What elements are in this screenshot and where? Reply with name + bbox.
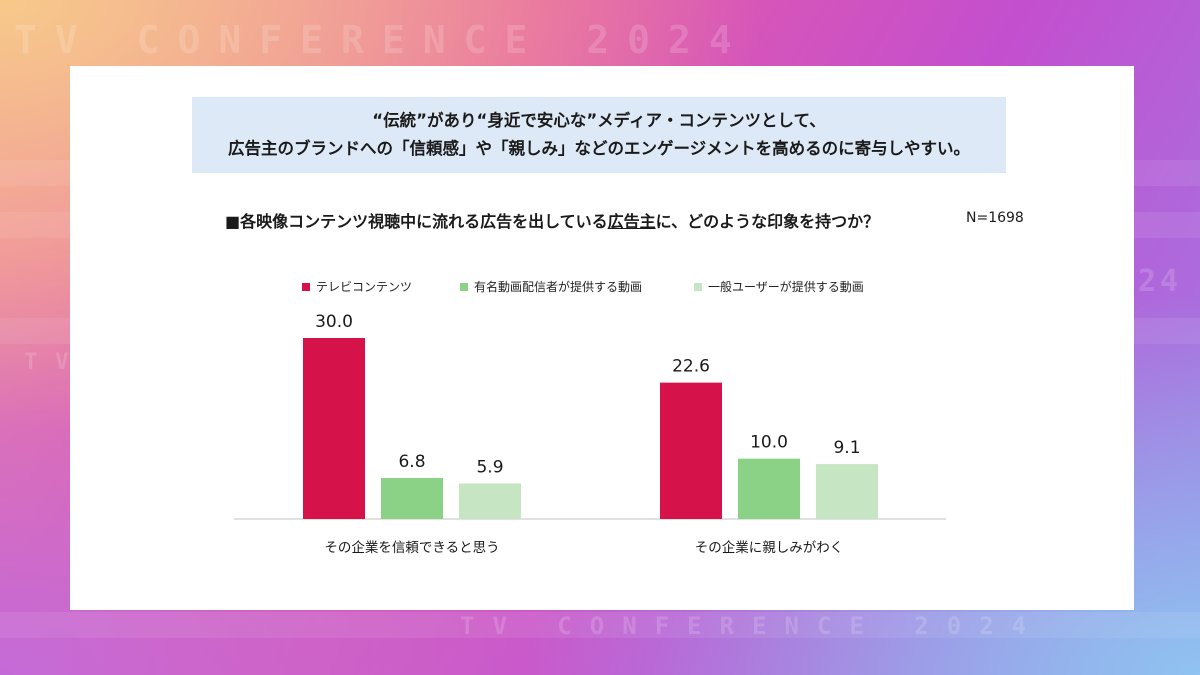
watermark-left: TV — [24, 350, 87, 375]
data-label-tv-2: 22.6 — [672, 357, 710, 377]
watermark-bottom: TV CONFERENCE 2024 — [460, 612, 1045, 640]
question-suffix: に、どのような印象を持つか？ — [655, 212, 880, 231]
headline-box: “伝統”があり“身近で安心な”メディア・コンテンツとして、 広告主のブランドへの… — [192, 97, 1006, 173]
data-label-influencer-1: 6.8 — [398, 452, 425, 472]
category-label-1: その企業を信頼できると思う — [324, 539, 499, 556]
watermark-right: 24 — [1138, 264, 1183, 299]
bar-tv-2 — [660, 382, 722, 519]
bar-influencer-2 — [738, 458, 800, 519]
watermark-top: TV CONFERENCE 2024 — [14, 18, 750, 62]
sample-size: N=1698 — [966, 210, 1024, 226]
data-label-ugc-2: 9.1 — [833, 438, 860, 458]
data-label-influencer-2: 10.0 — [750, 433, 788, 453]
question-underlined-term: 広告主 — [607, 212, 656, 231]
bar-chart: 30.0 6.8 5.9 その企業を信頼できると思う 22.6 10.0 9.1 その企業に親… — [234, 312, 946, 556]
legend-label-influencer: 有名動画配信者が提供する動画 — [474, 280, 643, 294]
bar-influencer-1 — [381, 477, 443, 519]
legend-item-influencer: 有名動画配信者が提供する動画 — [460, 278, 642, 295]
survey-question: ■各映像コンテンツ視聴中に流れる広告を出している広告主に、どのような印象を持つか… — [225, 208, 879, 232]
data-label-ugc-1: 5.9 — [476, 457, 503, 477]
background-stripe — [0, 612, 1200, 638]
bar-ugc-2 — [816, 464, 878, 519]
legend-item-ugc: 一般ユーザーが提供する動画 — [694, 278, 864, 295]
data-label-tv-1: 30.0 — [315, 312, 353, 332]
legend-item-tv: テレビコンテンツ — [302, 278, 412, 295]
legend-label-tv: テレビコンテンツ — [316, 280, 413, 294]
legend-swatch-influencer — [460, 282, 468, 291]
legend-swatch-tv — [302, 282, 310, 291]
headline-line-1: “伝統”があり“身近で安心な”メディア・コンテンツとして、 — [372, 111, 826, 130]
bar-tv-1 — [303, 338, 365, 519]
legend-swatch-ugc — [694, 282, 702, 291]
bar-ugc-1 — [459, 483, 521, 519]
legend-label-ugc: 一般ユーザーが提供する動画 — [708, 280, 864, 294]
question-prefix: ■各映像コンテンツ視聴中に流れる広告を出している — [225, 212, 608, 231]
slide-card: “伝統”があり“身近で安心な”メディア・コンテンツとして、 広告主のブランドへの… — [70, 66, 1134, 610]
category-label-2: その企業に親しみがわく — [695, 539, 844, 556]
headline-line-2: 広告主のブランドへの「信頼感」や「親しみ」などのエンゲージメントを高めるのに寄与… — [227, 139, 970, 158]
